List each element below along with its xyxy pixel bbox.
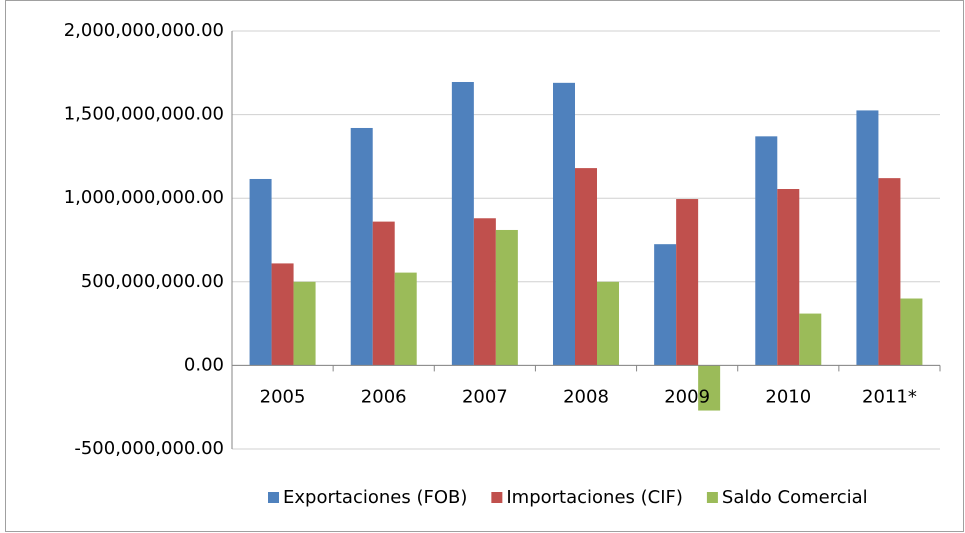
bar [698,365,721,411]
y-tick-label: 1,000,000,000.00 [64,187,224,208]
legend-swatch [706,492,718,503]
bar [654,244,677,366]
y-tick-label: -500,000,000.00 [74,438,224,459]
bar [856,110,879,366]
y-tick-label: 500,000,000.00 [81,271,224,292]
bar [451,81,474,366]
bar [350,127,373,366]
legend-label: Saldo Comercial [722,487,868,508]
x-tick-label: 2008 [563,386,609,407]
legend-label: Exportaciones (FOB) [283,487,467,508]
x-tick-label: 2007 [462,386,508,407]
y-tick-label: 1,500,000,000.00 [64,104,224,125]
x-tick-label: 2011* [862,386,917,407]
x-tick-label: 2009 [664,386,710,407]
bar [372,221,395,366]
bar [597,281,619,366]
bar [495,229,518,366]
bar [394,272,417,366]
x-tick-label: 2010 [765,386,811,407]
x-tick-label: 2005 [260,386,306,407]
bar [900,298,923,366]
bar [755,136,778,366]
bar [271,263,294,366]
legend-swatch [268,492,279,503]
bar [249,178,272,366]
bar [473,218,496,366]
y-tick-label: 0.00 [184,354,224,375]
x-tick-label: 2006 [361,386,407,407]
legend-swatch [491,492,503,503]
bar [878,178,901,366]
bar [293,281,316,366]
y-tick-label: 2,000,000,000.00 [64,20,224,41]
bar [553,82,575,366]
legend-label: Importaciones (CIF) [506,487,683,508]
bar [799,313,822,366]
bar [575,168,597,366]
bar [676,199,699,366]
bar [777,189,800,366]
